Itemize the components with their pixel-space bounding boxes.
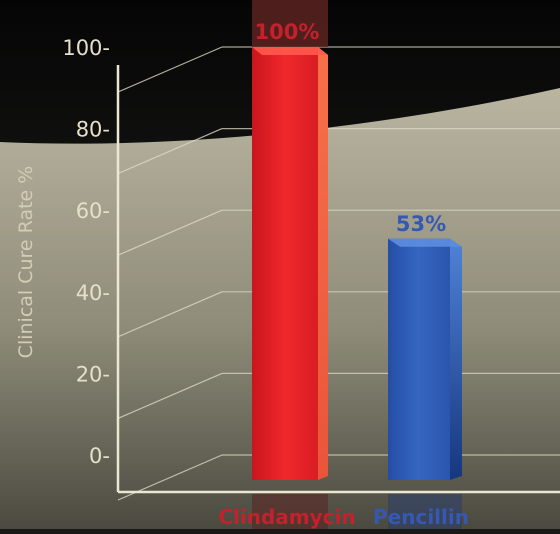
bar-value-label: 53%: [396, 212, 446, 236]
y-tick-label: 20-: [76, 362, 110, 386]
bar-side: [450, 238, 462, 480]
gridline-diagonal: [117, 291, 223, 338]
bar: [388, 238, 450, 480]
bar-top: [388, 238, 462, 247]
y-tick-label: 100-: [62, 36, 110, 60]
gridline-diagonal: [117, 209, 223, 256]
gridline-diagonal: [117, 372, 223, 419]
y-tick-label: 0-: [89, 444, 110, 468]
bar-reflection: [252, 494, 328, 529]
bar-backdrop: [252, 0, 328, 47]
y-tick-label: 60-: [76, 199, 110, 223]
category-label: Clindamycin: [218, 505, 355, 529]
gridline-diagonal: [117, 128, 223, 175]
bar-top: [252, 47, 328, 55]
y-axis-label: Clinical Cure Rate %: [15, 166, 37, 359]
y-tick-label: 80-: [76, 118, 110, 142]
bar-reflection: [388, 494, 462, 529]
bar-value-label: 100%: [255, 20, 320, 44]
category-label: Pencillin: [373, 505, 469, 529]
gridline-diagonal: [117, 46, 223, 93]
bar: [252, 47, 318, 480]
bar-side: [318, 47, 328, 480]
y-tick-label: 40-: [76, 281, 110, 305]
